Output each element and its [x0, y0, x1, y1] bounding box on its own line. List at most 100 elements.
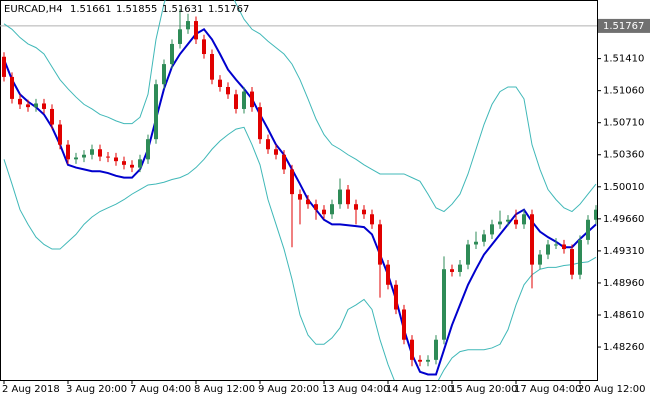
candle-body	[298, 194, 302, 200]
candle-body	[26, 104, 30, 108]
candle-body	[106, 156, 110, 158]
candle-body	[194, 21, 198, 40]
x-tick-label: 20 Aug 12:00	[578, 384, 645, 395]
indicator-line	[3, 28, 597, 376]
candle-body	[226, 86, 230, 95]
candle-body	[10, 76, 14, 99]
candle-body	[394, 284, 398, 310]
candle-body	[98, 149, 102, 157]
candle-body	[218, 79, 222, 87]
candle-body	[402, 309, 406, 340]
candle-body	[442, 269, 446, 340]
candle-body	[562, 244, 566, 250]
y-tick-label: 1.50010	[603, 182, 644, 193]
candle-body	[578, 239, 582, 275]
candle-body	[386, 264, 390, 285]
plot-area	[0, 0, 597, 380]
candle-body	[594, 209, 597, 220]
candle-body	[514, 219, 518, 225]
header-value: 1.51631	[162, 4, 203, 15]
candle-body	[474, 241, 478, 245]
price-label-bg	[598, 18, 650, 33]
candle-body	[306, 199, 310, 205]
candle-body	[50, 108, 54, 125]
symbol: EURCAD,H4	[4, 4, 63, 15]
candle-body	[58, 124, 62, 145]
candle-body	[82, 154, 86, 158]
candle-body	[466, 244, 470, 265]
candle-body	[114, 157, 118, 162]
candle-body	[282, 154, 286, 170]
candle-body	[426, 359, 430, 362]
candle-body	[354, 204, 358, 210]
candle-body	[570, 249, 574, 275]
candle-body	[122, 161, 126, 165]
candle-body	[338, 189, 342, 205]
candle-body	[330, 204, 334, 215]
y-tick-label: 1.51060	[603, 86, 644, 97]
x-tick-label: 15 Aug 20:00	[450, 384, 517, 395]
candle-body	[418, 359, 422, 362]
candle-body	[538, 254, 542, 265]
candle-body	[546, 244, 550, 255]
candle-body	[170, 43, 174, 65]
y-tick-label: 1.49660	[603, 214, 644, 225]
candle-body	[490, 224, 494, 235]
candle-body	[362, 209, 366, 215]
candle-body	[266, 139, 270, 150]
candle-body	[322, 209, 326, 215]
candle-body	[42, 103, 46, 109]
candle-body	[210, 54, 214, 80]
candle-body	[522, 214, 526, 225]
candle-body	[146, 139, 150, 160]
candle-body	[434, 339, 438, 360]
candle-body	[138, 159, 142, 168]
candle-body	[498, 221, 502, 225]
y-tick-label: 1.48610	[603, 310, 644, 321]
x-tick-label: 2 Aug 2018	[2, 384, 60, 395]
x-tick-label: 7 Aug 04:00	[130, 384, 191, 395]
candle-body	[346, 189, 350, 205]
x-tick-label: 13 Aug 04:00	[322, 384, 389, 395]
header-value: 1.51661	[70, 4, 111, 15]
candle-body	[314, 204, 318, 210]
candle-body	[90, 149, 94, 155]
candle-body	[274, 149, 278, 155]
x-tick-label: 9 Aug 20:00	[258, 384, 319, 395]
candle-body	[154, 84, 158, 140]
plot-frame	[0, 0, 598, 381]
candle-body	[66, 144, 70, 160]
candle-body	[506, 219, 510, 222]
candle-body	[290, 169, 294, 195]
candle-body	[554, 244, 558, 246]
candle-body	[18, 98, 22, 105]
candle-body	[450, 269, 454, 272]
candle-body	[130, 164, 134, 168]
candle-body	[234, 94, 238, 109]
x-tick-label: 8 Aug 12:00	[194, 384, 255, 395]
x-tick-label: 3 Aug 20:00	[66, 384, 127, 395]
candle-body	[458, 264, 462, 272]
candle-body	[530, 214, 534, 265]
candle-body	[242, 91, 246, 109]
x-tick-label: 17 Aug 04:00	[514, 384, 581, 395]
candle-body	[410, 339, 414, 360]
y-tick-label: 1.51410	[603, 54, 644, 65]
candle-body	[2, 56, 6, 77]
candle-body	[202, 39, 206, 55]
y-tick-label: 1.48260	[603, 342, 644, 353]
candle-body	[482, 234, 486, 242]
y-tick-label: 1.48960	[603, 278, 644, 289]
y-tick-label: 1.49310	[603, 246, 644, 257]
candle-body	[378, 224, 382, 265]
candle-body	[34, 103, 38, 108]
candle-body	[250, 91, 254, 108]
candle-body	[370, 214, 374, 225]
x-tick-label: 14 Aug 12:00	[386, 384, 453, 395]
candle-body	[74, 157, 78, 160]
header-value: 1.51855	[116, 4, 157, 15]
candle-body	[162, 64, 166, 85]
candle-body	[178, 29, 182, 44]
candle-body	[186, 21, 190, 30]
